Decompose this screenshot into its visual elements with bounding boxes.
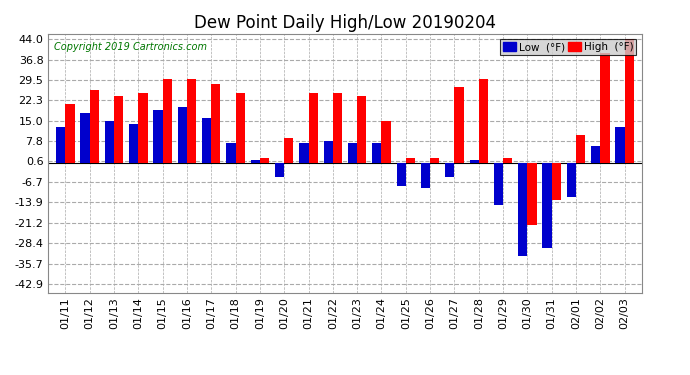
Bar [348, 144, 357, 163]
Bar [430, 158, 440, 163]
Bar [566, 163, 576, 197]
Bar [445, 163, 455, 177]
Bar [421, 163, 430, 188]
Bar [153, 110, 163, 163]
Bar [275, 163, 284, 177]
Bar [333, 93, 342, 163]
Bar [406, 158, 415, 163]
Bar [552, 163, 561, 200]
Text: Copyright 2019 Cartronics.com: Copyright 2019 Cartronics.com [55, 42, 207, 51]
Bar [163, 79, 172, 163]
Bar [81, 112, 90, 163]
Bar [518, 163, 527, 256]
Bar [284, 138, 293, 163]
Bar [138, 93, 148, 163]
Bar [90, 90, 99, 163]
Legend: Low  (°F), High  (°F): Low (°F), High (°F) [500, 39, 636, 56]
Bar [250, 160, 260, 163]
Bar [479, 79, 488, 163]
Bar [299, 144, 308, 163]
Bar [202, 118, 211, 163]
Bar [372, 144, 382, 163]
Bar [308, 93, 318, 163]
Bar [624, 39, 634, 163]
Bar [600, 54, 609, 163]
Bar [114, 96, 124, 163]
Bar [66, 104, 75, 163]
Bar [187, 79, 196, 163]
Bar [260, 158, 269, 163]
Bar [576, 135, 585, 163]
Bar [105, 121, 114, 163]
Bar [455, 87, 464, 163]
Bar [56, 127, 66, 163]
Bar [494, 163, 503, 206]
Bar [503, 158, 512, 163]
Bar [469, 160, 479, 163]
Bar [542, 163, 552, 248]
Bar [397, 163, 406, 186]
Title: Dew Point Daily High/Low 20190204: Dew Point Daily High/Low 20190204 [194, 14, 496, 32]
Bar [591, 146, 600, 163]
Bar [324, 141, 333, 163]
Bar [357, 96, 366, 163]
Bar [129, 124, 138, 163]
Bar [382, 121, 391, 163]
Bar [226, 144, 235, 163]
Bar [211, 84, 221, 163]
Bar [615, 127, 624, 163]
Bar [178, 107, 187, 163]
Bar [527, 163, 537, 225]
Bar [235, 93, 245, 163]
